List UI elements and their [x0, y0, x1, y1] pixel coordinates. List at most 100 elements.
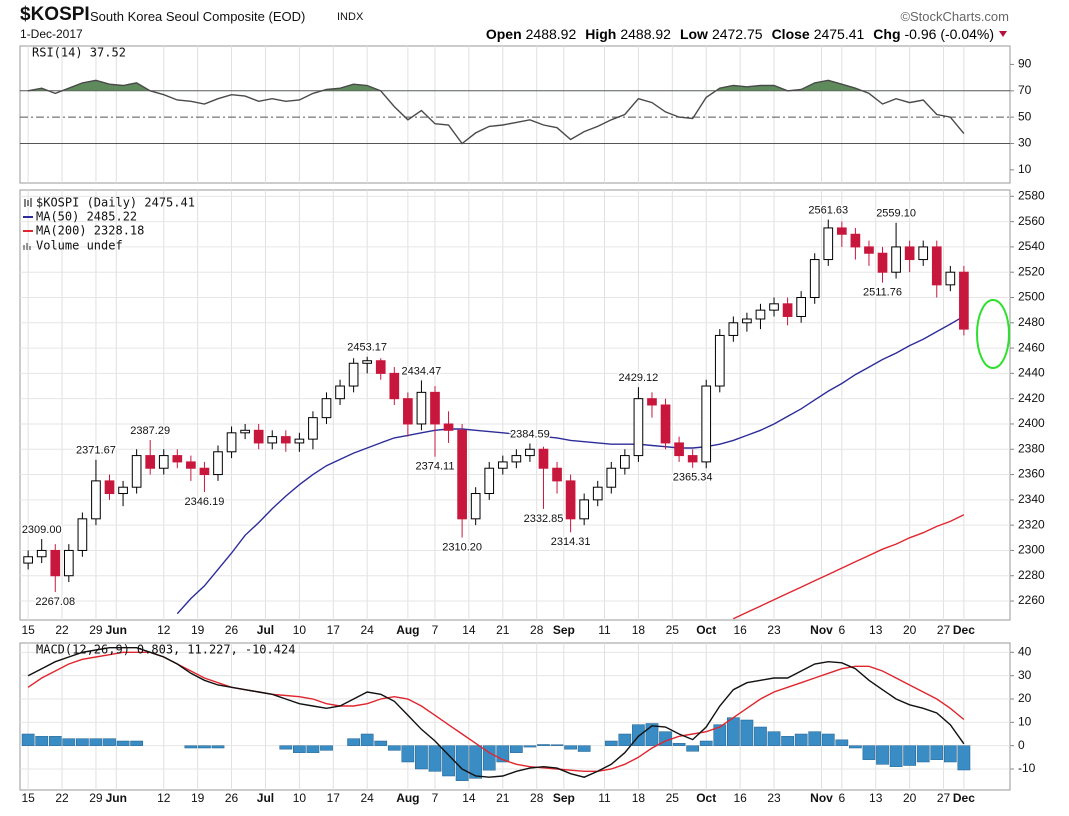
- legend-entry: Volume undef: [36, 239, 123, 253]
- candle-body: [104, 480, 115, 495]
- candle-body: [63, 549, 74, 577]
- quote-label: High: [585, 26, 617, 42]
- candle-body: [742, 318, 752, 324]
- y-tick-label: 2460: [1018, 340, 1045, 354]
- candle-body: [403, 398, 413, 425]
- y-tick-label: 2560: [1018, 214, 1045, 228]
- histogram-bar: [455, 745, 469, 781]
- candle-body: [701, 385, 712, 463]
- histogram-bar: [428, 745, 442, 772]
- y-tick-label: 30: [1018, 668, 1032, 682]
- y-tick-label: 2320: [1018, 517, 1045, 531]
- quote-label: Close: [771, 26, 810, 42]
- candle-body: [308, 417, 318, 440]
- histogram-bar: [672, 743, 686, 746]
- candle-body: [186, 461, 196, 469]
- histogram-bar: [754, 726, 767, 746]
- quote-label: Open: [485, 26, 522, 42]
- series-line: [27, 651, 965, 772]
- candle-body: [443, 423, 454, 431]
- candle-body: [918, 246, 929, 261]
- x-tick-label: 11: [598, 623, 611, 637]
- x-tick-label: 10: [293, 791, 307, 805]
- candle-body: [823, 227, 834, 261]
- histogram-bar: [876, 745, 889, 765]
- candle-body: [131, 455, 142, 488]
- histogram-bar: [537, 744, 550, 746]
- series-line: [27, 647, 965, 778]
- candle-body: [877, 252, 888, 273]
- high-label: 2371.67: [76, 445, 116, 457]
- x-tick-label: Sep: [553, 623, 575, 637]
- quote-label: Low: [679, 26, 708, 42]
- low-label: 2314.31: [551, 536, 591, 548]
- histogram-bar: [903, 745, 916, 766]
- quote: Open 2488.92 High 2488.92 Low 2472.75 Close 247…: [477, 26, 1007, 42]
- candle-body: [809, 259, 820, 299]
- rsi-fill: [28, 80, 863, 91]
- candle-body: [538, 448, 549, 469]
- candle-body: [647, 398, 657, 406]
- histogram-bar: [943, 745, 957, 763]
- y-tick-label: 2440: [1018, 366, 1045, 380]
- candle-body: [904, 246, 915, 261]
- histogram-bar: [564, 745, 577, 750]
- candle-body: [592, 486, 603, 501]
- x-tick-label: 10: [293, 623, 307, 637]
- x-tick-label: 24: [360, 791, 374, 805]
- x-tick-label: 20: [903, 791, 917, 805]
- x-tick-label: 28: [530, 791, 544, 805]
- candle-body: [620, 455, 630, 469]
- x-tick-label: Aug: [396, 791, 419, 805]
- candle-body: [375, 360, 386, 374]
- candle-body: [714, 334, 725, 387]
- histogram-bar: [510, 745, 523, 753]
- histogram-bar: [740, 719, 754, 746]
- candle-body: [674, 442, 684, 457]
- x-tick-label: Nov: [810, 791, 833, 805]
- x-tick-label: 13: [869, 791, 883, 805]
- candle-body: [158, 455, 169, 469]
- x-tick-label: Dec: [953, 791, 975, 805]
- histogram-bar: [957, 745, 971, 771]
- candle-body: [389, 372, 400, 400]
- x-tick-label: 23: [767, 623, 781, 637]
- y-tick-label: 2260: [1018, 593, 1045, 607]
- histogram-bar: [116, 740, 130, 746]
- candle-body: [579, 499, 590, 520]
- candle-body: [199, 467, 210, 476]
- y-tick-label: 2480: [1018, 315, 1045, 329]
- legend-icon: [23, 243, 31, 250]
- y-tick-label: 0: [1018, 738, 1025, 752]
- x-tick-label: Sep: [553, 791, 575, 805]
- x-tick-label: 20: [903, 623, 917, 637]
- legend-entry: $KOSPI (Daily) 2475.41: [36, 196, 195, 210]
- x-tick-label: 29: [89, 791, 103, 805]
- candle-body: [782, 303, 793, 317]
- legend-entry: MA(50) 2485.22: [36, 210, 137, 224]
- histogram-bar: [184, 745, 198, 749]
- x-tick-label: 18: [632, 791, 646, 805]
- y-tick-label: 10: [1018, 162, 1032, 176]
- y-tick-label: 90: [1018, 57, 1032, 71]
- date: 1-Dec-2017: [20, 27, 83, 41]
- histogram-bar: [89, 738, 103, 746]
- histogram-bar: [523, 745, 537, 748]
- histogram-bar: [103, 738, 116, 746]
- low-label: 2374.11: [416, 461, 455, 473]
- candle-body: [687, 455, 698, 463]
- candle-body: [565, 480, 576, 520]
- histogram-bar: [889, 745, 903, 767]
- y-tick-label: -10: [1018, 761, 1036, 775]
- candle-body: [850, 233, 861, 248]
- panel: [19, 642, 1011, 791]
- histogram-bar: [62, 738, 76, 746]
- y-tick-label: 10: [1018, 715, 1032, 729]
- high-label: 2309.00: [22, 524, 62, 536]
- x-tick-label: Jun: [106, 791, 127, 805]
- histogram-bar: [401, 745, 415, 763]
- histogram-bar: [930, 745, 944, 760]
- x-tick-label: 11: [598, 791, 611, 805]
- y-tick-label: 2540: [1018, 239, 1045, 253]
